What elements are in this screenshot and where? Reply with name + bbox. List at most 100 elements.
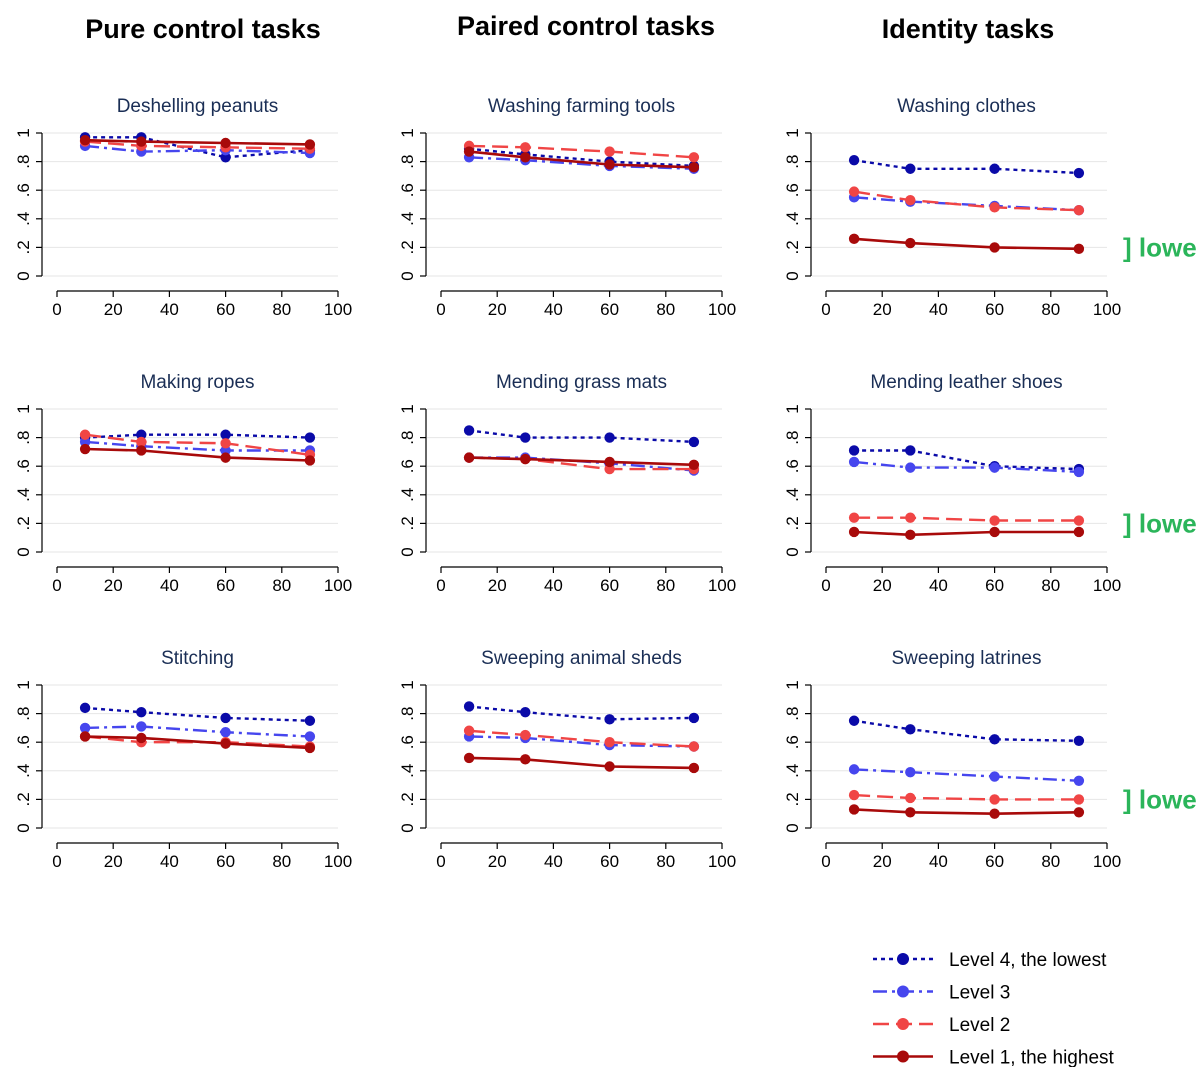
series-line	[469, 729, 694, 748]
data-point	[989, 734, 1000, 745]
x-tick-label: 60	[985, 852, 1004, 871]
x-tick-label: 80	[272, 576, 291, 595]
data-point	[848, 512, 860, 523]
data-point	[604, 432, 615, 443]
data-point	[136, 436, 147, 448]
x-tick-label: 0	[52, 576, 61, 595]
y-tick-label: .2	[14, 792, 33, 806]
series-line	[853, 190, 1079, 212]
data-point	[989, 242, 1000, 253]
series-line	[853, 159, 1079, 175]
data-point	[1073, 205, 1085, 216]
x-tick-label: 20	[873, 300, 892, 319]
y-tick-label: 1	[398, 404, 417, 413]
data-point	[79, 443, 91, 455]
x-tick-label: 60	[600, 300, 619, 319]
x-tick-label: 0	[436, 300, 445, 319]
x-tick-label: 20	[104, 300, 123, 319]
y-tick-label: .4	[398, 212, 417, 226]
data-point	[520, 453, 531, 465]
data-point	[989, 462, 1000, 473]
legend-label: Level 3	[949, 983, 1010, 1004]
series-level1	[79, 134, 316, 150]
data-point	[905, 724, 916, 735]
y-tick-label: 0	[783, 271, 802, 280]
x-tick-label: 60	[985, 576, 1004, 595]
x-tick-label: 80	[272, 852, 291, 871]
data-point	[1073, 807, 1085, 818]
y-tick-label: 1	[14, 404, 33, 413]
panel-title: Making ropes	[140, 372, 254, 393]
y-tick-label: .6	[783, 459, 802, 473]
data-point	[79, 731, 91, 742]
series-line	[85, 140, 310, 150]
panel-title: Mending leather shoes	[870, 372, 1062, 393]
x-tick-label: 60	[600, 852, 619, 871]
x-tick-label: 40	[929, 576, 948, 595]
data-point	[848, 456, 860, 468]
series-line	[468, 147, 694, 168]
data-point	[848, 445, 860, 456]
series-level1	[463, 146, 700, 173]
x-tick-label: 80	[272, 300, 291, 319]
series-level1	[848, 526, 1085, 541]
y-tick-label: .6	[14, 735, 33, 749]
data-point	[220, 429, 231, 440]
y-tick-label: .8	[398, 707, 417, 721]
series-line	[468, 705, 694, 721]
series-level2	[848, 512, 1085, 526]
y-tick-label: 0	[14, 547, 33, 556]
x-tick-label: 100	[708, 852, 736, 871]
series-line	[85, 735, 310, 750]
data-point	[905, 512, 916, 523]
data-point	[688, 152, 700, 163]
y-tick-label: .8	[783, 431, 802, 445]
y-tick-label: .8	[398, 155, 417, 169]
data-point	[848, 233, 860, 245]
x-tick-label: 60	[216, 852, 235, 871]
x-tick-label: 40	[929, 300, 948, 319]
series-line	[85, 447, 310, 462]
series-line	[854, 237, 1079, 251]
y-tick-label: 0	[14, 271, 33, 280]
y-tick-label: .8	[14, 155, 33, 169]
data-point	[604, 456, 615, 468]
data-point	[304, 715, 316, 726]
series-level3	[79, 721, 316, 742]
y-tick-label: .4	[783, 764, 802, 778]
series-line	[84, 144, 310, 155]
series-level1	[848, 804, 1085, 819]
series-level1	[79, 731, 316, 754]
x-tick-label: 20	[488, 576, 507, 595]
panel: Making ropes 0 .2 .4 .6 .8 1 0 20 40 60 80 100	[14, 372, 352, 595]
series-level4	[79, 702, 316, 726]
legend-label: Level 2	[949, 1015, 1010, 1036]
series-line	[854, 449, 1079, 471]
legend-label: Level 1, the highest	[949, 1048, 1115, 1067]
series-line	[84, 433, 311, 456]
panel-title: Stitching	[161, 648, 234, 669]
series-line	[854, 516, 1079, 522]
series-line	[854, 808, 1079, 816]
series-level4	[463, 425, 700, 448]
data-point	[220, 137, 231, 149]
panel-title: Sweeping latrines	[892, 648, 1042, 669]
data-point	[1073, 167, 1085, 179]
y-tick-label: 1	[398, 680, 417, 689]
x-tick-label: 40	[929, 852, 948, 871]
data-point	[220, 438, 231, 449]
series-level3	[848, 456, 1085, 478]
series-line	[854, 768, 1079, 782]
panel-title: Sweeping animal sheds	[481, 648, 682, 669]
x-tick-label: 40	[544, 576, 563, 595]
x-tick-label: 0	[821, 300, 830, 319]
lower-annotation: ] lower	[1123, 508, 1198, 538]
data-point	[1073, 243, 1085, 255]
data-point	[220, 445, 231, 456]
y-tick-label: 0	[783, 547, 802, 556]
data-point	[520, 754, 531, 765]
x-tick-label: 40	[160, 852, 179, 871]
y-tick-label: 1	[398, 128, 417, 137]
data-point	[1073, 526, 1085, 538]
